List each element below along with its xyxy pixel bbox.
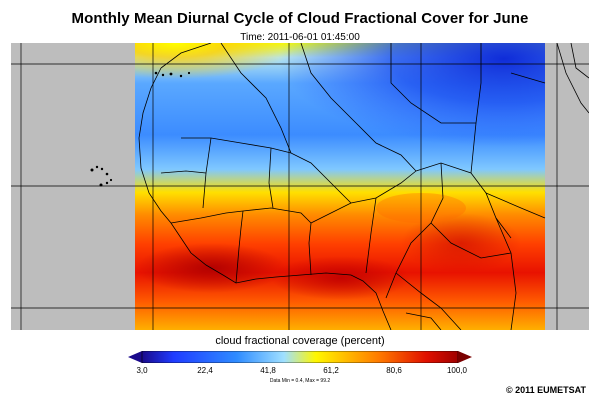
data-min-max: Data Min = 0.4, Max = 99.2 (269, 378, 331, 384)
map-title: Monthly Mean Diurnal Cycle of Cloud Frac… (71, 10, 529, 27)
country-borders (138, 43, 589, 330)
colorbar-ramp (141, 350, 459, 364)
colorbar (128, 350, 472, 364)
colorbar-tick: 22,4 (197, 366, 213, 375)
colorbar-min-arrow (128, 351, 142, 363)
colorbar-tick: 80,6 (386, 366, 402, 375)
colorbar-graphic (128, 350, 472, 364)
colorbar-tick: 61,2 (323, 366, 339, 375)
colorbar-label: cloud fractional coverage (percent) (215, 335, 385, 347)
map-canvas (11, 43, 589, 330)
canary-islands (154, 71, 191, 78)
colorbar-tick: 3,0 (136, 366, 148, 375)
cloud-cover-map (11, 43, 589, 330)
copyright-notice: © 2011 EUMETSAT (506, 385, 586, 395)
colorbar-max-arrow (458, 351, 472, 363)
cape-verde-islands (90, 165, 113, 187)
time-label: Time: 2011-06-01 01:45:00 (240, 32, 360, 43)
lat-lon-grid (11, 43, 589, 330)
colorbar-tick: 41,8 (260, 366, 276, 375)
colorbar-ticks: 3,0 22,4 41,8 61,2 80,6 100,0 (0, 366, 600, 378)
colorbar-tick: 100,0 (446, 366, 468, 375)
cloud-field (135, 43, 545, 330)
